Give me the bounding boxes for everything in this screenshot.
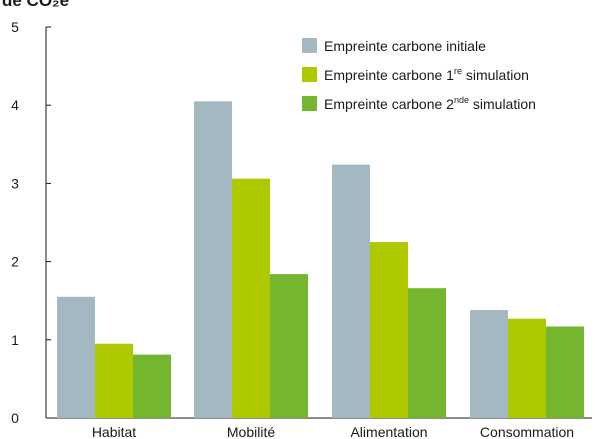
y-tick-label: 4: [11, 97, 19, 113]
legend-swatch: [302, 38, 317, 53]
bar-consommation-series-1: [470, 310, 508, 418]
y-tick-label: 2: [11, 254, 19, 270]
y-tick-label: 1: [11, 332, 19, 348]
x-tick-label: Mobilité: [227, 424, 275, 439]
legend-swatch: [302, 96, 317, 111]
x-tick-label: Alimentation: [350, 424, 427, 439]
x-tick-label: Consommation: [480, 424, 574, 439]
legend-label: Empreinte carbone 2nde simulation: [324, 95, 536, 112]
legend: Empreinte carbone initiale Empreinte carb…: [302, 38, 536, 112]
x-tick-labels: Habitat Mobilité Alimentation Consommation: [92, 424, 574, 439]
bar-habitat-series-2: [95, 343, 133, 418]
bar-habitat-series-3: [133, 354, 171, 418]
bar-consommation-series-3: [546, 326, 584, 418]
legend-label: Empreinte carbone 1re simulation: [324, 66, 529, 83]
partial-title: de CO₂e: [2, 0, 70, 10]
bar-mobilité-series-3: [270, 274, 308, 418]
bar-alimentation-series-3: [408, 288, 446, 418]
bar-alimentation-series-1: [332, 164, 370, 418]
bar-habitat-series-1: [57, 296, 95, 418]
y-tick-label: 5: [11, 19, 19, 35]
bar-alimentation-series-2: [370, 242, 408, 418]
bar-mobilité-series-1: [194, 101, 232, 418]
bar-mobilité-series-2: [232, 178, 270, 418]
bars-layer: [57, 101, 584, 418]
legend-label: Empreinte carbone initiale: [324, 38, 486, 54]
y-tick-label: 3: [11, 175, 19, 191]
legend-swatch: [302, 67, 317, 82]
bar-consommation-series-2: [508, 318, 546, 418]
x-tick-label: Habitat: [92, 424, 136, 439]
y-tick-label: 0: [11, 410, 19, 426]
